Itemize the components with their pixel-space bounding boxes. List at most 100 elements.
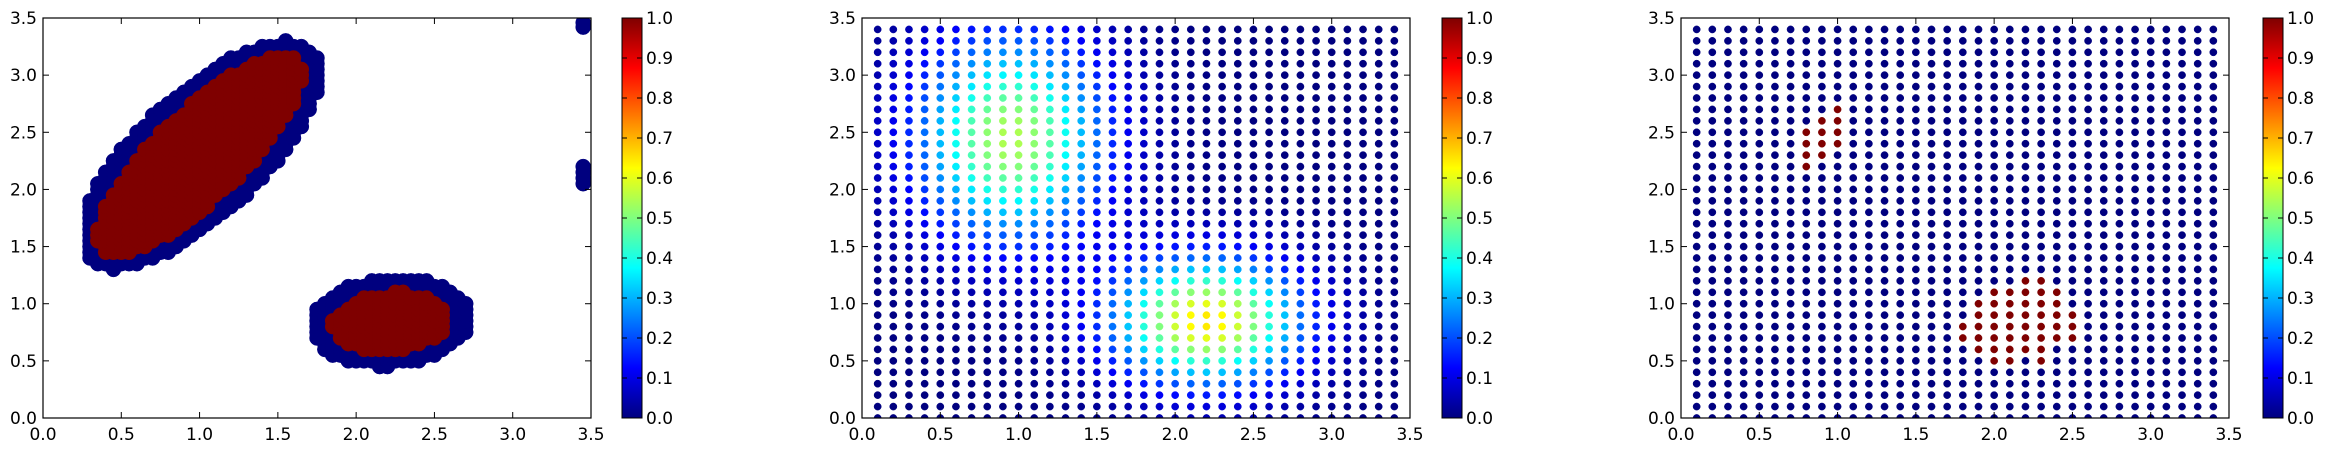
data-point bbox=[1958, 357, 1967, 365]
data-point bbox=[1927, 242, 1936, 251]
data-point bbox=[1343, 391, 1352, 399]
data-point bbox=[873, 311, 882, 319]
y-tick-label: 0.5 bbox=[10, 352, 37, 372]
data-point bbox=[1833, 311, 1842, 319]
colorbar-tick-label: 0.0 bbox=[2287, 409, 2314, 429]
data-point bbox=[2037, 231, 2045, 239]
data-point bbox=[1077, 265, 1086, 274]
data-point bbox=[967, 197, 976, 205]
data-point bbox=[2146, 345, 2155, 354]
data-point bbox=[2021, 265, 2030, 274]
y-tick-label: 3.0 bbox=[10, 66, 37, 86]
data-point bbox=[1833, 391, 1842, 399]
data-point bbox=[1739, 231, 1748, 239]
data-point bbox=[1896, 197, 1905, 205]
data-point bbox=[1202, 288, 1211, 297]
data-point bbox=[1708, 311, 1717, 319]
data-point bbox=[1014, 94, 1023, 102]
data-point bbox=[1974, 345, 1983, 354]
data-point bbox=[1739, 94, 1748, 102]
data-point bbox=[1927, 379, 1936, 388]
data-point bbox=[1974, 82, 1983, 91]
data-point bbox=[1202, 208, 1211, 217]
data-point bbox=[1139, 311, 1148, 319]
data-point bbox=[1724, 334, 1732, 342]
data-point bbox=[1359, 139, 1367, 148]
data-point bbox=[1374, 242, 1383, 251]
data-point bbox=[999, 197, 1007, 205]
data-point bbox=[889, 391, 898, 399]
data-point bbox=[2037, 334, 2045, 342]
data-point bbox=[1739, 82, 1748, 91]
data-point bbox=[1912, 105, 1920, 114]
data-point bbox=[1139, 128, 1148, 137]
data-point bbox=[1202, 59, 1211, 68]
data-point bbox=[1990, 402, 1998, 411]
data-point bbox=[1359, 368, 1367, 377]
data-point bbox=[999, 322, 1007, 331]
data-point bbox=[2052, 48, 2061, 57]
data-point bbox=[1818, 288, 1826, 297]
data-point bbox=[1171, 197, 1179, 205]
data-point bbox=[1218, 288, 1226, 297]
data-point bbox=[1974, 117, 1983, 125]
data-point bbox=[1108, 299, 1117, 308]
data-point bbox=[2146, 265, 2155, 274]
data-point bbox=[1724, 231, 1732, 239]
data-point bbox=[1974, 368, 1983, 377]
data-point bbox=[1218, 71, 1226, 79]
data-point bbox=[1155, 162, 1164, 171]
data-point bbox=[1327, 402, 1336, 411]
data-point bbox=[920, 208, 929, 217]
data-point bbox=[2068, 219, 2077, 228]
data-point bbox=[2099, 219, 2108, 228]
data-point bbox=[1692, 82, 1701, 91]
data-point bbox=[2052, 82, 2061, 91]
data-point bbox=[1692, 174, 1701, 182]
data-point bbox=[983, 197, 992, 205]
data-point bbox=[2005, 151, 2014, 159]
data-point bbox=[1312, 231, 1320, 239]
data-point bbox=[1865, 117, 1873, 125]
data-point bbox=[1943, 402, 1952, 411]
data-point bbox=[1233, 151, 1242, 159]
data-point bbox=[1046, 208, 1054, 217]
data-point bbox=[1077, 402, 1086, 411]
data-point bbox=[1692, 48, 1701, 57]
data-point bbox=[1865, 254, 1873, 262]
data-point bbox=[1849, 311, 1858, 319]
data-point bbox=[1233, 334, 1242, 342]
data-point bbox=[1958, 242, 1967, 251]
data-point bbox=[889, 277, 898, 285]
data-point bbox=[1186, 71, 1195, 79]
data-point bbox=[1374, 162, 1383, 171]
data-point bbox=[952, 185, 960, 194]
data-point bbox=[1046, 59, 1054, 68]
data-point bbox=[1296, 379, 1305, 388]
data-point bbox=[1030, 139, 1039, 148]
data-point bbox=[1880, 242, 1889, 251]
data-point bbox=[1390, 94, 1399, 102]
data-point bbox=[1312, 105, 1320, 114]
data-point bbox=[1849, 379, 1858, 388]
data-point bbox=[1974, 357, 1983, 365]
data-point bbox=[1896, 94, 1905, 102]
data-point bbox=[1280, 265, 1289, 274]
data-point bbox=[1124, 208, 1133, 217]
data-point bbox=[920, 174, 929, 182]
data-point bbox=[2146, 219, 2155, 228]
data-point bbox=[2068, 117, 2077, 125]
data-point bbox=[1724, 197, 1732, 205]
data-point bbox=[1802, 82, 1811, 91]
data-point bbox=[1849, 288, 1858, 297]
data-point bbox=[2162, 334, 2171, 342]
data-point bbox=[1312, 48, 1320, 57]
data-point bbox=[1833, 37, 1842, 45]
data-point bbox=[1343, 402, 1352, 411]
data-point bbox=[1343, 311, 1352, 319]
data-point bbox=[1265, 151, 1273, 159]
data-point bbox=[1974, 231, 1983, 239]
data-point bbox=[1786, 231, 1795, 239]
data-point bbox=[1265, 94, 1273, 102]
colorbar-tick-label: 0.5 bbox=[2287, 209, 2314, 229]
